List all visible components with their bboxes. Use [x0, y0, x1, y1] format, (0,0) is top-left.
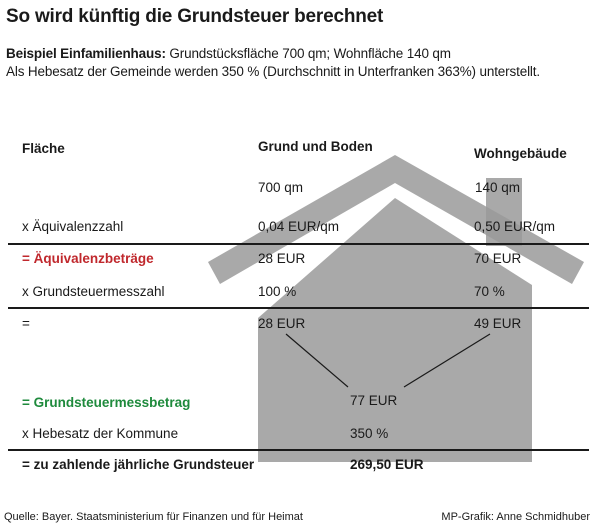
subtotal-col2: 49 EUR	[474, 316, 522, 331]
house-body	[258, 198, 532, 462]
equiv-amount-label: = Äquivalenzbeträge	[22, 251, 154, 266]
base-amount-value: 77 EUR	[350, 393, 398, 408]
factor-col1: 0,04 EUR/qm	[258, 219, 340, 234]
rule-3	[8, 449, 589, 451]
equiv-amount-col2: 70 EUR	[474, 251, 522, 266]
rule-1	[8, 243, 589, 245]
header-flaeche: Fläche	[22, 141, 65, 156]
factor-col2: 0,50 EUR/qm	[474, 219, 556, 234]
area-col2: 140 qm	[475, 180, 521, 195]
graphic-credit: MP-Grafik: Anne Schmidhuber	[441, 511, 590, 523]
house-roof	[208, 155, 584, 284]
factor-label: x Äquivalenzzahl	[22, 219, 124, 234]
subtotal-col1: 28 EUR	[258, 316, 306, 331]
subtotal-label: =	[22, 316, 30, 331]
tax-index-col1: 100 %	[258, 284, 297, 299]
tax-index-label: x Grundsteuermesszahl	[22, 284, 165, 299]
area-col1: 700 qm	[258, 180, 304, 195]
connector-left	[285, 333, 349, 388]
connector-right	[403, 333, 491, 388]
page-title: So wird künftig die Grundsteuer berechne…	[6, 6, 384, 27]
intro-bold-label: Beispiel Einfamilienhaus:	[6, 46, 166, 61]
source-note: Quelle: Bayer. Staatsministerium für Fin…	[4, 511, 303, 523]
rate-label: x Hebesatz der Kommune	[22, 426, 179, 441]
equiv-amount-col1: 28 EUR	[258, 251, 306, 266]
intro-line-1: Beispiel Einfamilienhaus: Grundstücksflä…	[6, 46, 451, 61]
base-amount-label: = Grundsteuermessbetrag	[22, 395, 191, 410]
total-label: = zu zahlende jährliche Grundsteuer	[22, 457, 255, 472]
rule-2	[8, 307, 589, 309]
total-value: 269,50 EUR	[350, 457, 424, 472]
intro-line-2: Als Hebesatz der Gemeinde werden 350 % (…	[6, 64, 540, 79]
rate-value: 350 %	[350, 426, 389, 441]
intro-line-1-text: Grundstücksfläche 700 qm; Wohnfläche 140…	[165, 46, 451, 61]
tax-index-col2: 70 %	[474, 284, 505, 299]
header-grund-und-boden: Grund und Boden	[258, 139, 373, 154]
header-wohngebaeude: Wohngebäude	[474, 146, 567, 161]
